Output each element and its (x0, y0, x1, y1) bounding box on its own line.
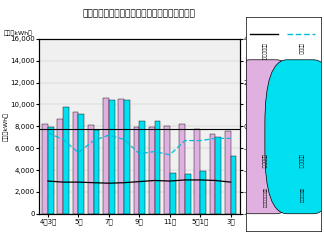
Bar (170, 174, 176, 214)
Bar (103, 98, 109, 214)
Bar (133, 127, 139, 214)
Bar (118, 99, 124, 214)
Y-axis label: （百万kWh）: （百万kWh） (3, 112, 8, 141)
Bar (42, 124, 48, 214)
Text: （百万kWh）: （百万kWh） (3, 30, 32, 36)
Bar (124, 100, 130, 214)
Bar (149, 127, 155, 214)
Text: 発電実績: 発電実績 (298, 43, 303, 54)
Bar (109, 100, 115, 214)
Text: 発電（速報）: 発電（速報） (299, 188, 303, 203)
Bar (231, 156, 237, 214)
Text: 電力需要（確報）: 電力需要（確報） (261, 188, 265, 208)
Bar (185, 174, 191, 214)
Bar (48, 127, 54, 214)
Bar (200, 171, 206, 214)
Bar (94, 130, 99, 214)
Bar (139, 121, 145, 214)
Bar (57, 119, 63, 214)
Bar (225, 131, 231, 214)
FancyBboxPatch shape (265, 60, 324, 214)
Bar (63, 107, 69, 214)
Y-axis label: （％）: （％） (257, 121, 262, 132)
Text: 前年同月比: 前年同月比 (261, 154, 266, 168)
Bar (215, 137, 221, 214)
Bar (164, 126, 170, 214)
Bar (210, 134, 215, 214)
Bar (194, 129, 200, 214)
Text: 電力需要実績: 電力需要実績 (261, 43, 266, 60)
Bar (78, 114, 84, 214)
Bar (88, 125, 94, 214)
Bar (73, 112, 78, 214)
Bar (155, 121, 160, 214)
FancyBboxPatch shape (227, 60, 298, 214)
Text: 前年同月比: 前年同月比 (298, 154, 303, 168)
Bar (179, 124, 185, 214)
Text: 電力需要実績・発電実績及び前年同月比の推移: 電力需要実績・発電実績及び前年同月比の推移 (83, 10, 196, 19)
